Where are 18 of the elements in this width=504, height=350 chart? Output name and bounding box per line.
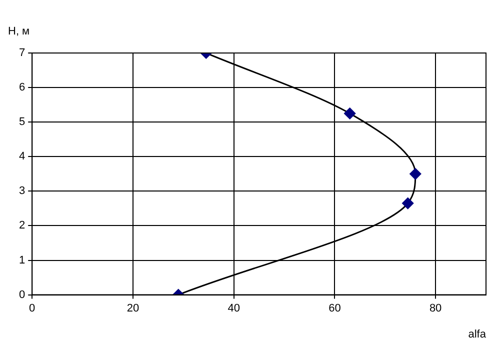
y-axis-title: H, м (8, 26, 30, 38)
point (410, 168, 422, 180)
point (402, 198, 414, 210)
y-tick-label: 6 (18, 82, 26, 94)
x-tick-label: 80 (429, 302, 442, 314)
y-tick-label: 7 (18, 47, 26, 60)
y-tick-label: 2 (18, 220, 26, 232)
x-tick-label: 60 (328, 302, 341, 314)
y-tick-label: 0 (18, 288, 26, 301)
x-axis-title: alfa (468, 328, 487, 341)
x-tick-label: 40 (228, 302, 240, 314)
y-tick-label: 1 (18, 254, 26, 266)
y-tick-label: 5 (18, 116, 26, 128)
y-tick-label: 3 (18, 185, 26, 198)
x-tick-label: 20 (126, 302, 140, 314)
point (344, 108, 356, 120)
x-tick-label: 0 (29, 302, 36, 314)
y-tick-label: 4 (18, 150, 26, 163)
